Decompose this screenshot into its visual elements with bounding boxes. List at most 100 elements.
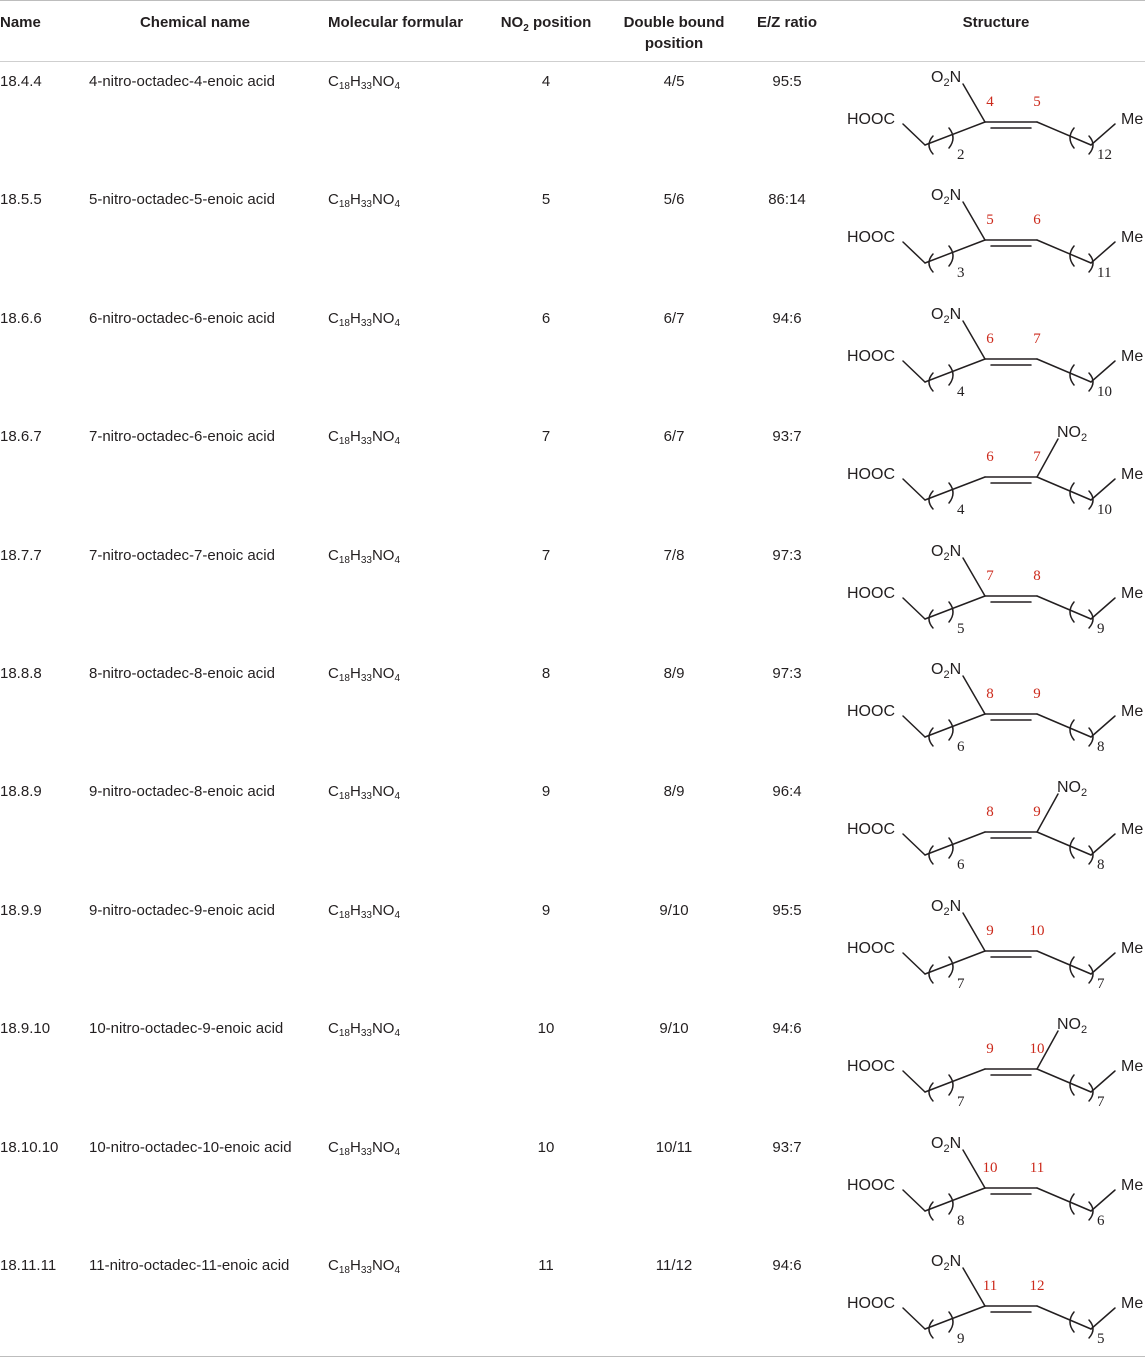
structure-bonds	[902, 793, 1116, 866]
bond-chain-left	[924, 121, 986, 146]
bond-nitro	[962, 912, 986, 952]
locant-left: 9	[986, 923, 994, 939]
structure-drawing: HOOC Me 7 7 9 10 NO2	[845, 1009, 1145, 1127]
formula-o-sub: 4	[394, 909, 400, 921]
formula-c-sub: 18	[338, 1146, 350, 1158]
cell-double-bound-position: 7/8	[663, 546, 685, 564]
cell-ez-ratio: 95:5	[772, 901, 802, 919]
cell-name: 18.8.8	[0, 665, 42, 682]
nitro-sub: 2	[943, 195, 949, 207]
bracket-left-close	[948, 482, 954, 504]
bond-nitro	[962, 675, 986, 715]
bracket-left-open	[928, 1319, 934, 1339]
locant-right: 8	[1033, 568, 1041, 584]
formula-c: C	[328, 309, 339, 327]
locant-right: 5	[1033, 94, 1041, 110]
cell-name: 18.11.11	[0, 1257, 57, 1274]
nitro-label: O2N	[931, 306, 961, 326]
cell-molecular-formula: C18H33NO4	[328, 782, 400, 802]
nitro-o: O	[931, 661, 943, 678]
cell-chemical-name: 8-nitro-octadec-8-enoic acid	[89, 665, 275, 682]
bond-acid	[902, 596, 926, 620]
formula-c-sub: 18	[338, 1028, 350, 1040]
formula-h: H	[349, 901, 361, 919]
cell-ez-ratio: 94:6	[772, 309, 802, 327]
table-row: 18.7.7 7-nitro-octadec-7-enoic acid C18H33…	[0, 536, 1145, 654]
header-no2-position: NO2 position	[491, 12, 601, 39]
formula-o-sub: 4	[394, 436, 400, 448]
formula-c-sub: 18	[338, 81, 350, 92]
cell-name: 18.5.5	[0, 191, 42, 209]
bond-acid	[902, 123, 926, 146]
nitro-sub: 2	[943, 1261, 949, 1273]
formula-n: NO	[371, 1257, 395, 1274]
formula-h: H	[349, 309, 361, 327]
bracket-left-open	[928, 608, 934, 629]
locant-left: 11	[983, 1278, 997, 1294]
formula-c: C	[328, 901, 339, 919]
nitro-sub: 2	[943, 77, 949, 89]
bond-methyl	[1090, 478, 1116, 501]
bracket-right-close	[1088, 964, 1094, 984]
structure-drawing: HOOC Me 8 6 10 11 O2N	[845, 1128, 1145, 1246]
formula-o-sub: 4	[394, 673, 400, 684]
formula-o-sub: 4	[394, 1265, 400, 1276]
nitro-label: O2N	[931, 1135, 961, 1155]
acid-label: HOOC	[847, 821, 895, 838]
bond-nitro	[962, 83, 986, 123]
bond-methyl	[1090, 241, 1116, 265]
cell-ez-ratio: 96:4	[772, 783, 802, 801]
table-bottom-rule	[0, 1356, 1145, 1357]
acid-label: HOOC	[847, 940, 895, 957]
structure-bonds	[902, 83, 1116, 155]
nitro-n: N	[950, 187, 962, 204]
formula-c-sub: 18	[338, 554, 350, 566]
formula-c-sub: 18	[338, 317, 350, 329]
bond-nitro	[1036, 793, 1059, 834]
nitro-n: N	[950, 543, 962, 560]
repeat-count-left: 6	[957, 857, 965, 873]
bracket-left-close	[948, 1192, 954, 1215]
nitro-sub: 2	[1081, 787, 1087, 799]
bond-chain-right	[1036, 121, 1092, 146]
bond-methyl	[1090, 123, 1116, 146]
cell-double-bound-position: 9/10	[659, 1020, 689, 1038]
bracket-right-close	[1088, 372, 1094, 392]
formula-o-sub: 4	[394, 81, 400, 92]
cell-chemical-name: 9-nitro-octadec-9-enoic acid	[89, 901, 275, 919]
header-chemical-name: Chemical name	[139, 14, 251, 31]
table-row: 18.9.9 9-nitro-octadec-9-enoic acid C18H33…	[0, 891, 1145, 1009]
repeat-count-left: 9	[957, 1331, 965, 1347]
nitro-sub: 2	[943, 669, 949, 681]
table-row: 18.9.10 10-nitro-octadec-9-enoic acid C18H…	[0, 1009, 1145, 1127]
bond-acid	[902, 360, 926, 383]
nitro-o: O	[931, 898, 943, 915]
methyl-label: Me	[1121, 703, 1143, 720]
repeat-count-right: 11	[1097, 265, 1111, 281]
locant-left: 6	[986, 331, 994, 347]
formula-c-sub: 18	[338, 791, 350, 803]
methyl-label: Me	[1121, 348, 1143, 365]
header-structure: Structure	[962, 14, 1030, 31]
repeat-count-right: 9	[1097, 621, 1105, 637]
bond-methyl	[1090, 1070, 1116, 1093]
cell-double-bound-position: 8/9	[663, 665, 685, 682]
bond-chain-left	[924, 594, 986, 620]
locant-left: 5	[986, 212, 994, 228]
table-row: 18.5.5 5-nitro-octadec-5-enoic acid C18H33…	[0, 180, 1145, 298]
structure-drawing: HOOC Me 3 11 5 6 O2N	[845, 180, 1145, 298]
bond-chain-left	[924, 950, 986, 975]
formula-h: H	[349, 428, 361, 446]
formula-c: C	[328, 665, 339, 682]
formula-h: H	[349, 1020, 361, 1038]
bond-chain-right	[1036, 358, 1092, 383]
formula-h: H	[349, 1138, 361, 1156]
bond-methyl	[1090, 1188, 1116, 1212]
cell-double-bound-position: 8/9	[663, 783, 685, 801]
bracket-right-open	[1069, 1192, 1075, 1215]
cell-chemical-name: 4-nitro-octadec-4-enoic acid	[89, 73, 275, 90]
nitro-label: NO2	[1057, 1016, 1087, 1036]
methyl-label: Me	[1121, 1295, 1143, 1312]
header-double-bound-position: Double bound position	[614, 12, 734, 54]
